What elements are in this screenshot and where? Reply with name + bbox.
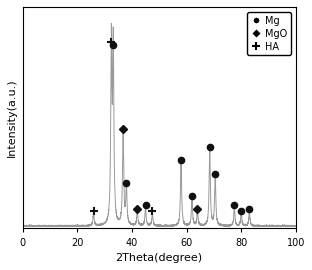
Y-axis label: Intensity(a.u.): Intensity(a.u.) [7, 78, 17, 157]
X-axis label: 2Theta(degree): 2Theta(degree) [116, 253, 203, 263]
Legend: Mg, MgO, HA: Mg, MgO, HA [247, 12, 291, 55]
